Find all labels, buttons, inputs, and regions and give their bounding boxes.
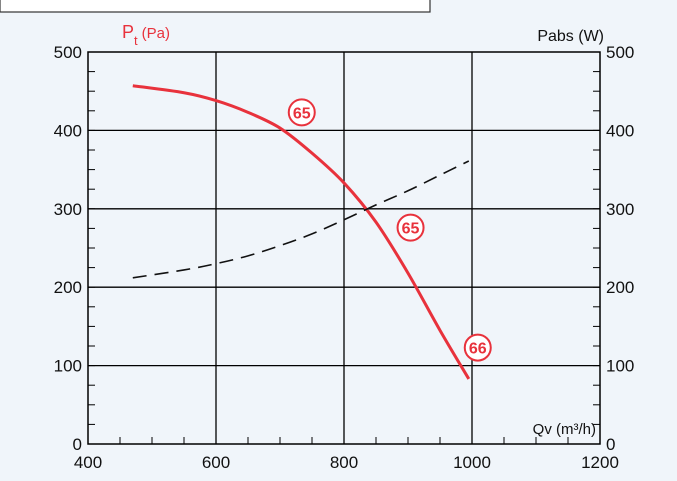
y-right-tick-label: 100 [606, 357, 634, 376]
x-tick-label: 1000 [453, 453, 491, 472]
series [132, 84, 471, 380]
x-tick-label: 600 [202, 453, 230, 472]
y-left-tick-label: 300 [54, 200, 82, 219]
y-left-tick-label: 400 [54, 121, 82, 140]
annotation-label: 66 [469, 341, 487, 358]
y-left-tick-label: 0 [73, 435, 82, 454]
series-pressure-curve [132, 84, 471, 380]
annotation-label: 65 [402, 221, 420, 238]
title-box-fragment [0, 0, 431, 13]
annotation-circle [463, 333, 492, 362]
x-axis-label: Qv (m³/h) [533, 421, 596, 438]
y-right-tick-label: 500 [606, 43, 634, 62]
x-tick-label: 400 [74, 453, 102, 472]
x-tick-label: 1200 [581, 453, 619, 472]
y-right-tick-label: 400 [606, 121, 634, 140]
y-axis-right-label: Pabs (W) [537, 28, 604, 45]
y-left-tick-label: 500 [54, 43, 82, 62]
series-power-curve [132, 160, 470, 279]
y-right-tick-label: 200 [606, 278, 634, 297]
ticks [88, 71, 600, 444]
annotation-label: 65 [293, 105, 311, 122]
y-left-tick-label: 100 [54, 357, 82, 376]
annotation-circle [287, 98, 316, 127]
y-right-tick-label: 0 [606, 435, 615, 454]
x-tick-label: 800 [330, 453, 358, 472]
y-left-tick-label: 200 [54, 278, 82, 297]
y-right-tick-label: 300 [606, 200, 634, 219]
annotation-circle [396, 213, 425, 242]
y-axis-left-label: Pt (Pa) [122, 22, 170, 48]
grid [88, 52, 600, 444]
annotations: 65 65 66 [287, 98, 492, 362]
